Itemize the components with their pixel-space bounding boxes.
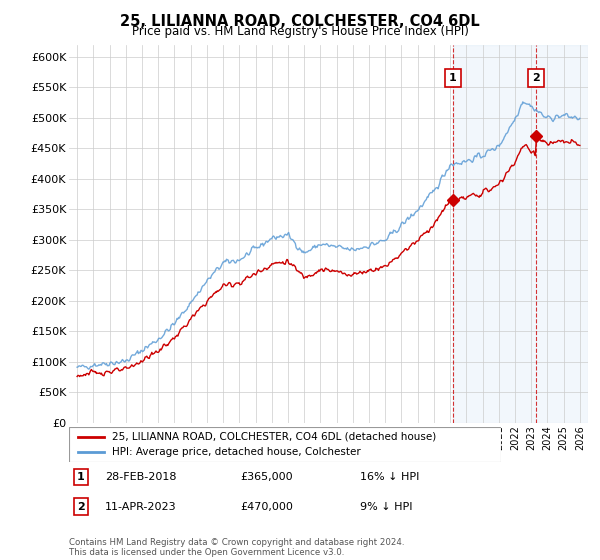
Text: 25, LILIANNA ROAD, COLCHESTER, CO4 6DL (detached house): 25, LILIANNA ROAD, COLCHESTER, CO4 6DL (… <box>112 432 436 442</box>
FancyBboxPatch shape <box>69 427 501 462</box>
Text: Price paid vs. HM Land Registry's House Price Index (HPI): Price paid vs. HM Land Registry's House … <box>131 25 469 38</box>
Text: 16% ↓ HPI: 16% ↓ HPI <box>360 472 419 482</box>
Text: 2: 2 <box>532 73 539 83</box>
Text: 25, LILIANNA ROAD, COLCHESTER, CO4 6DL: 25, LILIANNA ROAD, COLCHESTER, CO4 6DL <box>120 14 480 29</box>
Text: 2: 2 <box>77 502 85 512</box>
Text: Contains HM Land Registry data © Crown copyright and database right 2024.
This d: Contains HM Land Registry data © Crown c… <box>69 538 404 557</box>
Bar <box>453 45 588 423</box>
Text: 1: 1 <box>449 73 457 83</box>
Text: 9% ↓ HPI: 9% ↓ HPI <box>360 502 413 512</box>
Text: HPI: Average price, detached house, Colchester: HPI: Average price, detached house, Colc… <box>112 447 361 457</box>
Text: £470,000: £470,000 <box>240 502 293 512</box>
Text: £365,000: £365,000 <box>240 472 293 482</box>
Text: 11-APR-2023: 11-APR-2023 <box>105 502 176 512</box>
Text: 1: 1 <box>77 472 85 482</box>
Text: 28-FEB-2018: 28-FEB-2018 <box>105 472 176 482</box>
